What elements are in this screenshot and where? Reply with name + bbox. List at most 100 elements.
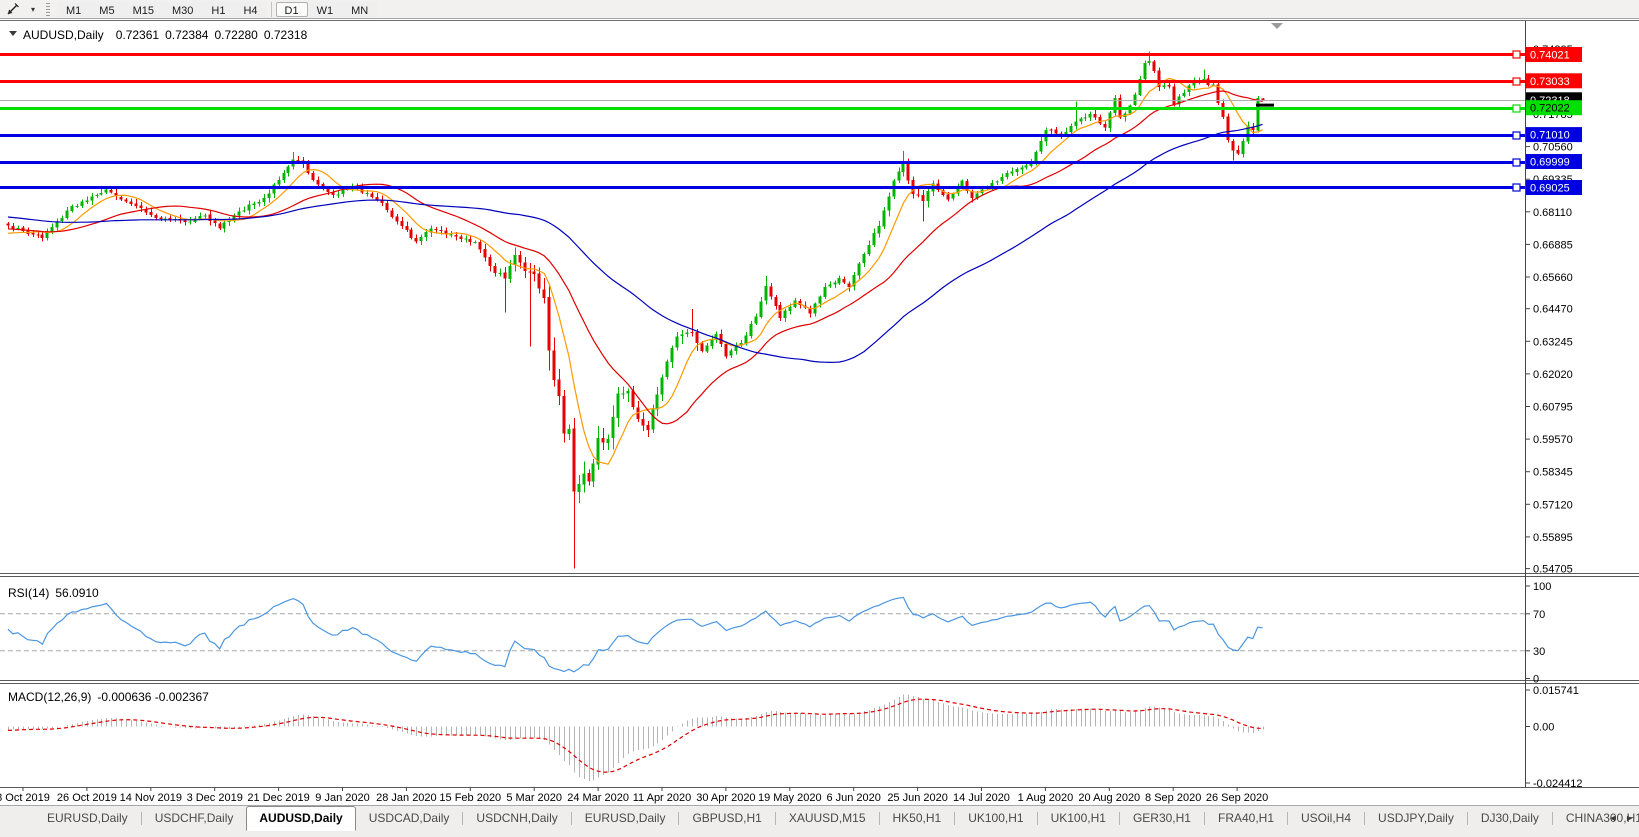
hline-handle [1512,104,1521,113]
hline-handle [1512,183,1521,192]
price-badge [1526,180,1582,195]
date-tick-label: 14 Jul 2020 [953,792,1010,804]
chart-background [0,20,1639,805]
price-tick-label: 0.60795 [1533,402,1573,414]
timeframe-button-mn[interactable]: MN [342,1,378,17]
chart-menu-icon[interactable] [9,31,17,36]
tab-divider [1287,812,1289,825]
macd-signal-line [7,698,1263,773]
price-tick-label: 0.70560 [1533,142,1573,154]
chart-tab-xauusd-7[interactable]: XAUUSD,M15 [788,811,866,825]
tab-divider [878,812,880,825]
timeframe-button-m30[interactable]: M30 [162,1,203,17]
date-tick-label: 28 Jan 2020 [376,792,437,804]
date-tick-label: 26 Oct 2019 [57,792,117,804]
price-axis[interactable]: 0.742350.717850.705600.693350.681100.668… [1525,21,1583,790]
rsi-tick-label: 30 [1533,646,1545,658]
moving-average-fast [7,77,1263,465]
price-tick-label: 0.55895 [1533,532,1573,544]
price-badge [1526,127,1582,143]
date-tick-label: 20 Aug 2020 [1078,792,1140,804]
price-tick-label: 0.64470 [1533,304,1573,316]
tab-divider [1364,812,1366,825]
chart-tab-hk50-8[interactable]: HK50,H1 [892,811,942,825]
price-badge-label: 0.71010 [1530,130,1570,142]
chart-tab-dj30-15[interactable]: DJ30,Daily [1480,811,1539,825]
chart-tab-ger30-11[interactable]: GER30,H1 [1132,811,1191,825]
rsi-label: RSI(14) 56.0910 [8,586,99,600]
price-badge-label: 0.72022 [1530,103,1570,115]
price-badge-label: 0.74021 [1530,50,1570,62]
horizontal-line-objects[interactable] [0,23,1525,192]
timeframe-button-w1[interactable]: W1 [307,1,343,17]
chart-tab-usoil-13[interactable]: USOil,H4 [1301,811,1352,825]
price-badge-label: 0.69999 [1530,157,1570,169]
timeframe-button-d1[interactable]: D1 [275,1,308,17]
tab-divider [462,812,464,825]
date-tick-label: 6 Jun 2020 [826,792,880,804]
date-tick-label: 3 Dec 2019 [187,792,243,804]
date-tick-label: 14 Nov 2019 [120,792,182,804]
timeframe-button-h4[interactable]: H4 [234,1,267,17]
chart-tab-china300-16[interactable]: CHINA300,H1 [1565,811,1639,825]
chart-tab-usdchf-1[interactable]: USDCHF,Daily [154,811,234,825]
price-badge [1526,154,1582,169]
timeframe-button-h1[interactable]: H1 [202,1,235,17]
price-tick-label: 0.58345 [1533,467,1573,479]
price-badge-label: 0.73033 [1530,76,1570,88]
pointer-tool-button[interactable] [1,1,25,18]
price-tick-label: 0.57120 [1533,499,1573,511]
macd-tick-label: 0.015741 [1533,685,1579,697]
tab-divider [954,812,956,825]
macd-tick-label: -0.024412 [1533,778,1583,790]
price-badge [1526,73,1582,89]
chart-tab-usdcnh-4[interactable]: USDCNH,Daily [476,811,558,825]
hline-handle [1512,50,1521,59]
chart-area[interactable]: 0.742350.717850.705600.693350.681100.668… [0,20,1639,805]
time-axis[interactable]: 8 Oct 2019 26 Oct 2019 14 Nov 2019 3 Dec 20… [0,787,1268,804]
date-tick-label: 8 Oct 2019 [0,792,50,804]
price-tick-label: 0.59570 [1533,434,1573,446]
date-tick-label: 26 Sep 2020 [1206,792,1268,804]
chart-tab-fra40-12[interactable]: FRA40,H1 [1217,811,1275,825]
chart-tab-usdcad-3[interactable]: USDCAD,Daily [368,811,450,825]
chart-tab-audusd-2[interactable]: AUDUSD,Daily [246,806,356,831]
timeframe-button-m15[interactable]: M15 [123,1,163,17]
timeframe-toolbar: ▾ M1 M5 M15 M30 H1 H4 D1 W1 MN [0,0,1639,19]
pointer-tool-dropdown[interactable]: ▾ [27,1,39,18]
chart-tab-usdjpy-14[interactable]: USDJPY,Daily [1378,811,1454,825]
chart-tab-uk100-10[interactable]: UK100,H1 [1050,811,1106,825]
chart-tab-eurusd-5[interactable]: EURUSD,Daily [584,811,666,825]
hline-handle [1512,158,1521,167]
moving-average-medium [7,90,1263,425]
price-badge [1526,47,1582,62]
tab-divider [1466,812,1468,825]
chart-tab-uk100-9[interactable]: UK100,H1 [968,811,1024,825]
timeframe-button-m1[interactable]: M1 [57,1,91,17]
price-tick-label: 0.62020 [1533,369,1573,381]
chart-title: AUDUSD,Daily 0.72361 0.72384 0.72280 0.72318 [23,28,308,42]
candlestick-plot[interactable] [6,51,1265,569]
tab-scroll-left-icon[interactable]: ◄ [1608,813,1618,823]
date-tick-label: 25 Jun 2020 [887,792,948,804]
pointer-tool-icon [7,3,19,15]
moving-average-slow [7,123,1263,364]
rsi-tick-label: 100 [1533,581,1551,593]
price-tick-label: 0.65660 [1533,272,1573,284]
hline-handle [1512,77,1521,86]
tab-divider [570,812,572,825]
price-tick-label: 0.68110 [1533,207,1572,219]
tab-divider [140,812,142,825]
tab-divider [678,812,680,825]
price-tick-label: 0.66885 [1533,239,1573,251]
tab-divider [774,812,776,825]
chart-tab-eurusd-0[interactable]: EURUSD,Daily [47,811,128,825]
chart-tab-gbpusd-6[interactable]: GBPUSD,H1 [692,811,762,825]
date-tick-label: 30 Apr 2020 [696,792,755,804]
toolbar-grip[interactable] [46,2,51,16]
tab-scroll-right-icon[interactable]: ► [1625,813,1634,823]
price-tick-label: 0.54705 [1533,564,1573,576]
timeframe-button-m5[interactable]: M5 [90,1,124,17]
tab-divider [1118,812,1120,825]
